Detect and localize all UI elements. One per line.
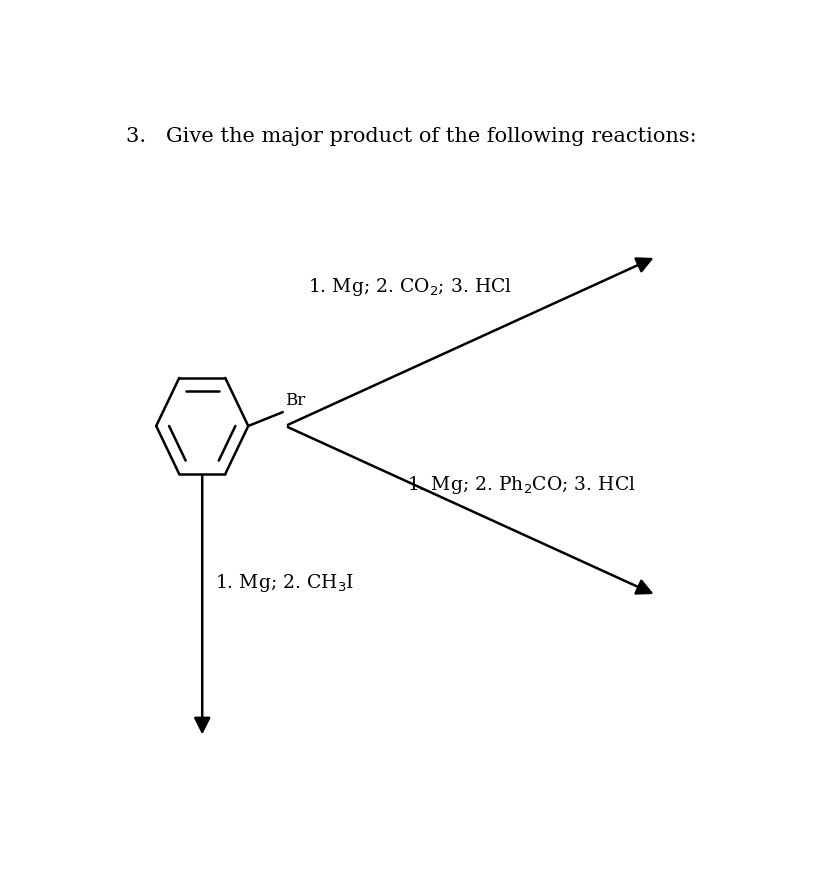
Text: 1. Mg; 2. CO$_2$; 3. HCl: 1. Mg; 2. CO$_2$; 3. HCl bbox=[308, 276, 512, 298]
Text: Br: Br bbox=[285, 392, 305, 408]
Text: 1. Mg; 2. Ph$_2$CO; 3. HCl: 1. Mg; 2. Ph$_2$CO; 3. HCl bbox=[407, 474, 636, 496]
Text: 1. Mg; 2. CH$_3$I: 1. Mg; 2. CH$_3$I bbox=[215, 571, 355, 593]
Text: 3.   Give the major product of the following reactions:: 3. Give the major product of the followi… bbox=[125, 127, 696, 146]
